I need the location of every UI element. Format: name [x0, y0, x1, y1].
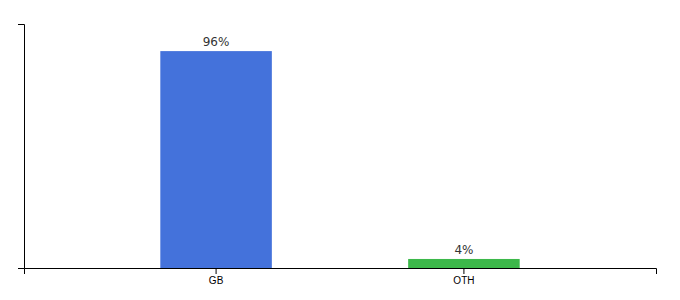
x-axis-line [25, 269, 657, 275]
chart: GB OTH 96% 4% [0, 0, 680, 300]
bars [160, 51, 519, 268]
bar [408, 259, 520, 268]
x-tick-mark [216, 268, 217, 274]
x-tick: GB [209, 268, 224, 286]
y-axis-line [18, 25, 25, 269]
data-label: 96% [203, 35, 230, 49]
x-tick-label: GB [209, 275, 224, 286]
x-tick-label: OTH [453, 275, 474, 286]
data-label: 4% [454, 243, 473, 257]
plot: GB OTH 96% 4% [18, 25, 657, 287]
x-tick: OTH [453, 268, 474, 286]
x-axis: GB OTH [25, 268, 657, 286]
x-tick-mark [463, 268, 464, 274]
y-axis [18, 25, 25, 269]
data-labels: 96% 4% [203, 35, 474, 257]
bar [160, 51, 272, 268]
